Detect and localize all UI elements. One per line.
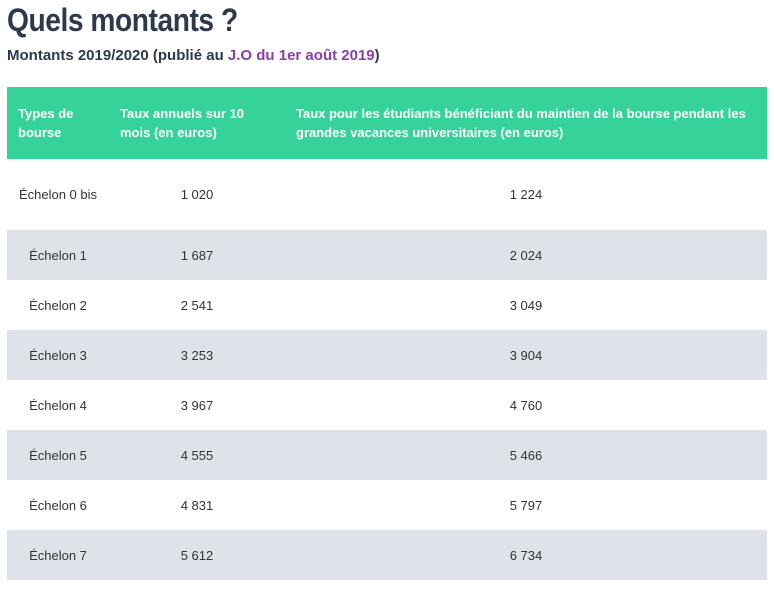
- cell-maintien: 5 466: [509, 447, 543, 463]
- cell-annual: 3 253: [180, 347, 214, 363]
- cell-annual: 4 831: [180, 497, 214, 513]
- header-types-de-bourse: Types de bourse: [18, 106, 74, 140]
- cell-annual: 1 687: [180, 247, 214, 263]
- cell-type: Échelon 3: [29, 347, 87, 363]
- table-row: Échelon 1 1 687 2 024: [7, 230, 767, 280]
- cell-maintien: 3 904: [509, 347, 543, 363]
- cell-type: Échelon 0 bis: [18, 187, 98, 202]
- cell-maintien: 1 224: [509, 187, 543, 202]
- cell-maintien: 5 797: [509, 497, 543, 513]
- cell-type: Échelon 6: [29, 497, 87, 513]
- cell-type: Échelon 4: [29, 397, 87, 413]
- table-row: Échelon 4 3 967 4 760: [7, 380, 767, 430]
- table-row: Échelon 3 3 253 3 904: [7, 330, 767, 380]
- bourse-amounts-table: Types de bourse Taux annuels sur 10 mois…: [7, 87, 767, 580]
- cell-type: Échelon 7: [29, 547, 87, 563]
- cell-maintien: 6 734: [509, 547, 543, 563]
- cell-maintien: 2 024: [509, 247, 543, 263]
- header-taux-maintien: Taux pour les étudiants bénéficiant du m…: [296, 106, 746, 140]
- table-row: Échelon 7 5 612 6 734: [7, 530, 767, 580]
- table-row: Échelon 6 4 831 5 797: [7, 480, 767, 530]
- subtitle: Montants 2019/2020 (publié au J.O du 1er…: [7, 46, 380, 66]
- cell-annual: 2 541: [180, 297, 214, 313]
- cell-maintien: 4 760: [509, 397, 543, 413]
- header-taux-annuels: Taux annuels sur 10 mois (en euros): [120, 106, 245, 140]
- subtitle-prefix: Montants 2019/2020 (publié au: [7, 47, 228, 64]
- cell-annual: 4 555: [180, 447, 214, 463]
- table-row: Échelon 2 2 541 3 049: [7, 280, 767, 330]
- jo-link[interactable]: J.O du 1er août 2019: [227, 47, 375, 64]
- cell-type: Échelon 2: [29, 297, 87, 313]
- subtitle-suffix: ): [374, 47, 380, 64]
- cell-annual: 1 020: [180, 187, 214, 202]
- cell-annual: 3 967: [180, 397, 214, 413]
- cell-type: Échelon 5: [29, 447, 87, 463]
- cell-annual: 5 612: [180, 547, 214, 563]
- cell-maintien: 3 049: [509, 297, 543, 313]
- table-row: Échelon 0 bis 1 020 1 224: [7, 159, 767, 230]
- table-header-row: Types de bourse Taux annuels sur 10 mois…: [7, 87, 767, 159]
- table-row: Échelon 5 4 555 5 466: [7, 430, 767, 480]
- cell-type: Échelon 1: [29, 247, 87, 263]
- page-title: Quels montants ?: [7, 2, 238, 38]
